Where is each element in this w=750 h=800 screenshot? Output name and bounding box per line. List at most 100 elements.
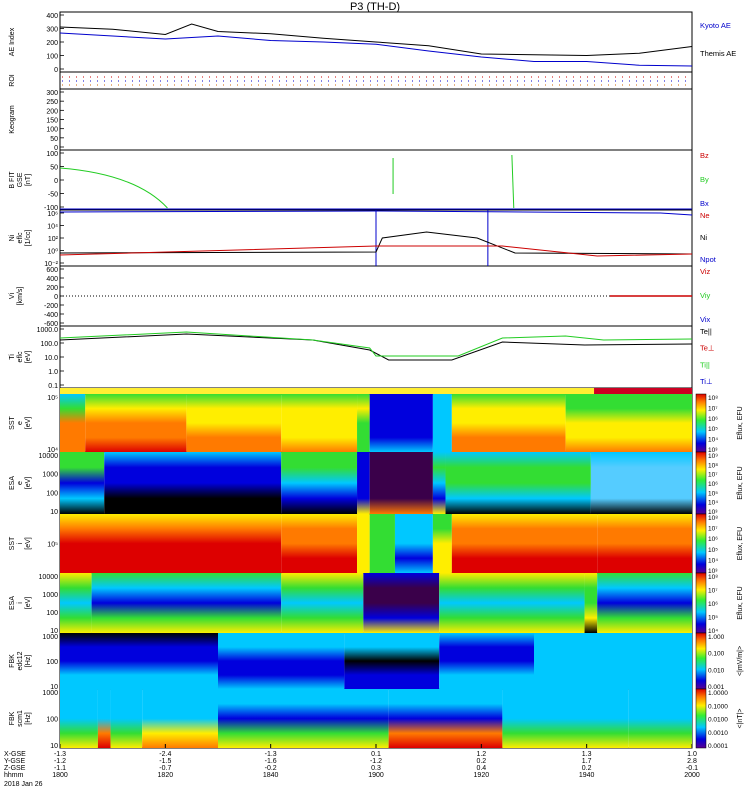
esa_e-cell xyxy=(369,452,433,514)
esa_e-cell xyxy=(445,452,591,514)
ytick-label: 0 xyxy=(54,145,58,152)
esa_i-cell xyxy=(439,573,585,633)
colorbar-tick: 10⁷ xyxy=(708,526,718,533)
esa_e-cell xyxy=(104,452,282,514)
fbk_b-cell xyxy=(97,689,111,748)
esa_e-cell xyxy=(590,452,692,514)
colorbar-tick: 10⁵ xyxy=(708,426,718,433)
panel-ylabel: Ti xyxy=(9,354,16,360)
panel-ylabel: e xyxy=(17,481,24,485)
panel-frame xyxy=(59,88,693,151)
ytick-label: 300 xyxy=(46,90,58,97)
xtick-label: -1.3 xyxy=(265,751,277,758)
ytick-label: 250 xyxy=(46,99,58,106)
sst_e-cell xyxy=(85,394,187,452)
fbk_e-cell xyxy=(60,633,218,689)
bfit-by-trace xyxy=(59,167,168,209)
colorbar-scale xyxy=(695,451,707,515)
ytick-label: -400 xyxy=(44,312,58,319)
colorbar-tick: 10³ xyxy=(708,568,718,575)
te-par-trace xyxy=(59,333,693,361)
ytick-label: 50 xyxy=(50,165,58,172)
colorbar-tick: 10⁶ xyxy=(708,416,718,423)
ytick-label: 0 xyxy=(54,294,58,301)
time-axis-row-label: hhmm xyxy=(4,772,24,779)
ytick-label: 10000 xyxy=(39,453,59,460)
panel-ylabel: [Hz] xyxy=(25,712,32,725)
panel-ylabel: i xyxy=(17,542,24,544)
colorbar-tick: 10⁹ xyxy=(708,453,718,460)
xtick-label: 1.3 xyxy=(582,751,592,758)
sst_i-spectrogram xyxy=(60,514,692,573)
xtick-label: 0.3 xyxy=(371,765,381,772)
legend-entry: Bz xyxy=(700,151,709,160)
ytick-label: 10⁵ xyxy=(47,395,58,402)
ytick-label: 10⁰ xyxy=(47,248,58,256)
xtick-label: -1.5 xyxy=(159,758,171,765)
ytick-label: -200 xyxy=(44,303,58,310)
colorbar-sst_i: 10⁸ 10⁷ 10⁶ 10⁵ 10⁴ 10³ Eflux, EFU xyxy=(695,513,744,575)
sst_i-cell xyxy=(369,514,395,573)
panel-ylabel: SST xyxy=(9,415,16,429)
colorbar-label: <|nT|> xyxy=(737,709,744,729)
xtick-label: -2.4 xyxy=(159,751,171,758)
colorbar-scale xyxy=(695,688,707,749)
colorbar-sst_e: 10⁸ 10⁷ 10⁶ 10⁵ 10⁴ 10³ Eflux, EFU xyxy=(695,393,744,454)
fbk_b-cell xyxy=(218,689,389,748)
sst_e-cell xyxy=(432,394,452,452)
panel-ylabel: e xyxy=(17,421,24,425)
panel-ylabel: SST xyxy=(9,536,16,550)
sst_e-cell xyxy=(281,394,358,452)
panel-ylabel: i xyxy=(17,602,24,604)
fbk_e-cell xyxy=(439,633,534,689)
sst_e-cell xyxy=(565,394,692,452)
colorbar-label: Eflux, EFU xyxy=(737,466,744,499)
legend-entry: Ni xyxy=(700,233,707,242)
xtick-label: 2000 xyxy=(684,772,700,779)
time-axis-date: 2018 Jan 26 xyxy=(4,781,43,788)
legend-entry: Vix xyxy=(700,315,711,324)
panel-ylabel: Vi xyxy=(9,293,16,300)
fbk_b-cell xyxy=(388,689,503,748)
panel-ylabel: [Hz] xyxy=(25,655,32,668)
colorbar-label: Eflux, EFU xyxy=(737,527,744,560)
ytick-label: 10000 xyxy=(39,574,59,581)
colorbar-tick: 10³ xyxy=(708,447,718,454)
legend-entry: Themis AE xyxy=(700,49,736,58)
xtick-label: -0.1 xyxy=(686,765,698,772)
series-themis-ae xyxy=(59,23,693,57)
legend-entry: Ne xyxy=(700,211,710,220)
colorbar-label: Eflux, EFU xyxy=(737,406,744,439)
panel-ylabel: edc12 xyxy=(17,651,24,670)
colorbar-tick: 10⁷ xyxy=(708,588,718,595)
legend-entry: Ti|| xyxy=(700,360,710,369)
ytick-label: 10 xyxy=(50,509,58,516)
panel-ylabel: eflc xyxy=(17,232,24,243)
ytick-label: 10 xyxy=(50,743,58,750)
ytick-label: 600 xyxy=(46,267,58,274)
ytick-label: 10 xyxy=(50,684,58,691)
colorbar-scale xyxy=(695,513,707,574)
xtick-label: -0.2 xyxy=(265,765,277,772)
xtick-label: -1.2 xyxy=(54,758,66,765)
ytick-label: 1.0 xyxy=(48,369,58,376)
ytick-label: 0 xyxy=(54,67,58,74)
colorbar-tick: 0.0010 xyxy=(708,730,728,737)
panel-ylabel: AE Index xyxy=(9,27,16,56)
xtick-label: 1.0 xyxy=(687,751,697,758)
fbk_e-cell xyxy=(344,633,440,689)
fbk_e-spectrogram xyxy=(60,633,692,689)
fbk_b-cell xyxy=(110,689,143,748)
esa_e-spectrogram xyxy=(60,452,692,514)
esa_i-cell xyxy=(91,573,282,633)
ytick-label: 1000 xyxy=(42,472,58,479)
ytick-label: 10⁴ xyxy=(47,224,58,231)
legend-entry: Bx xyxy=(700,199,709,208)
ytick-label: 10⁻² xyxy=(44,261,58,268)
panel-ylabel: [eV] xyxy=(25,537,32,550)
xtick-label: -1.3 xyxy=(54,751,66,758)
figure-title: P3 (TH-D) xyxy=(350,1,400,13)
colorbar-tick: 0.001 xyxy=(708,684,725,691)
ytick-label: 400 xyxy=(46,276,58,283)
panel-ni: Ni eflc [1/cc] 10⁶ 10⁴ 10² 10⁰ 10⁻² xyxy=(9,209,693,268)
